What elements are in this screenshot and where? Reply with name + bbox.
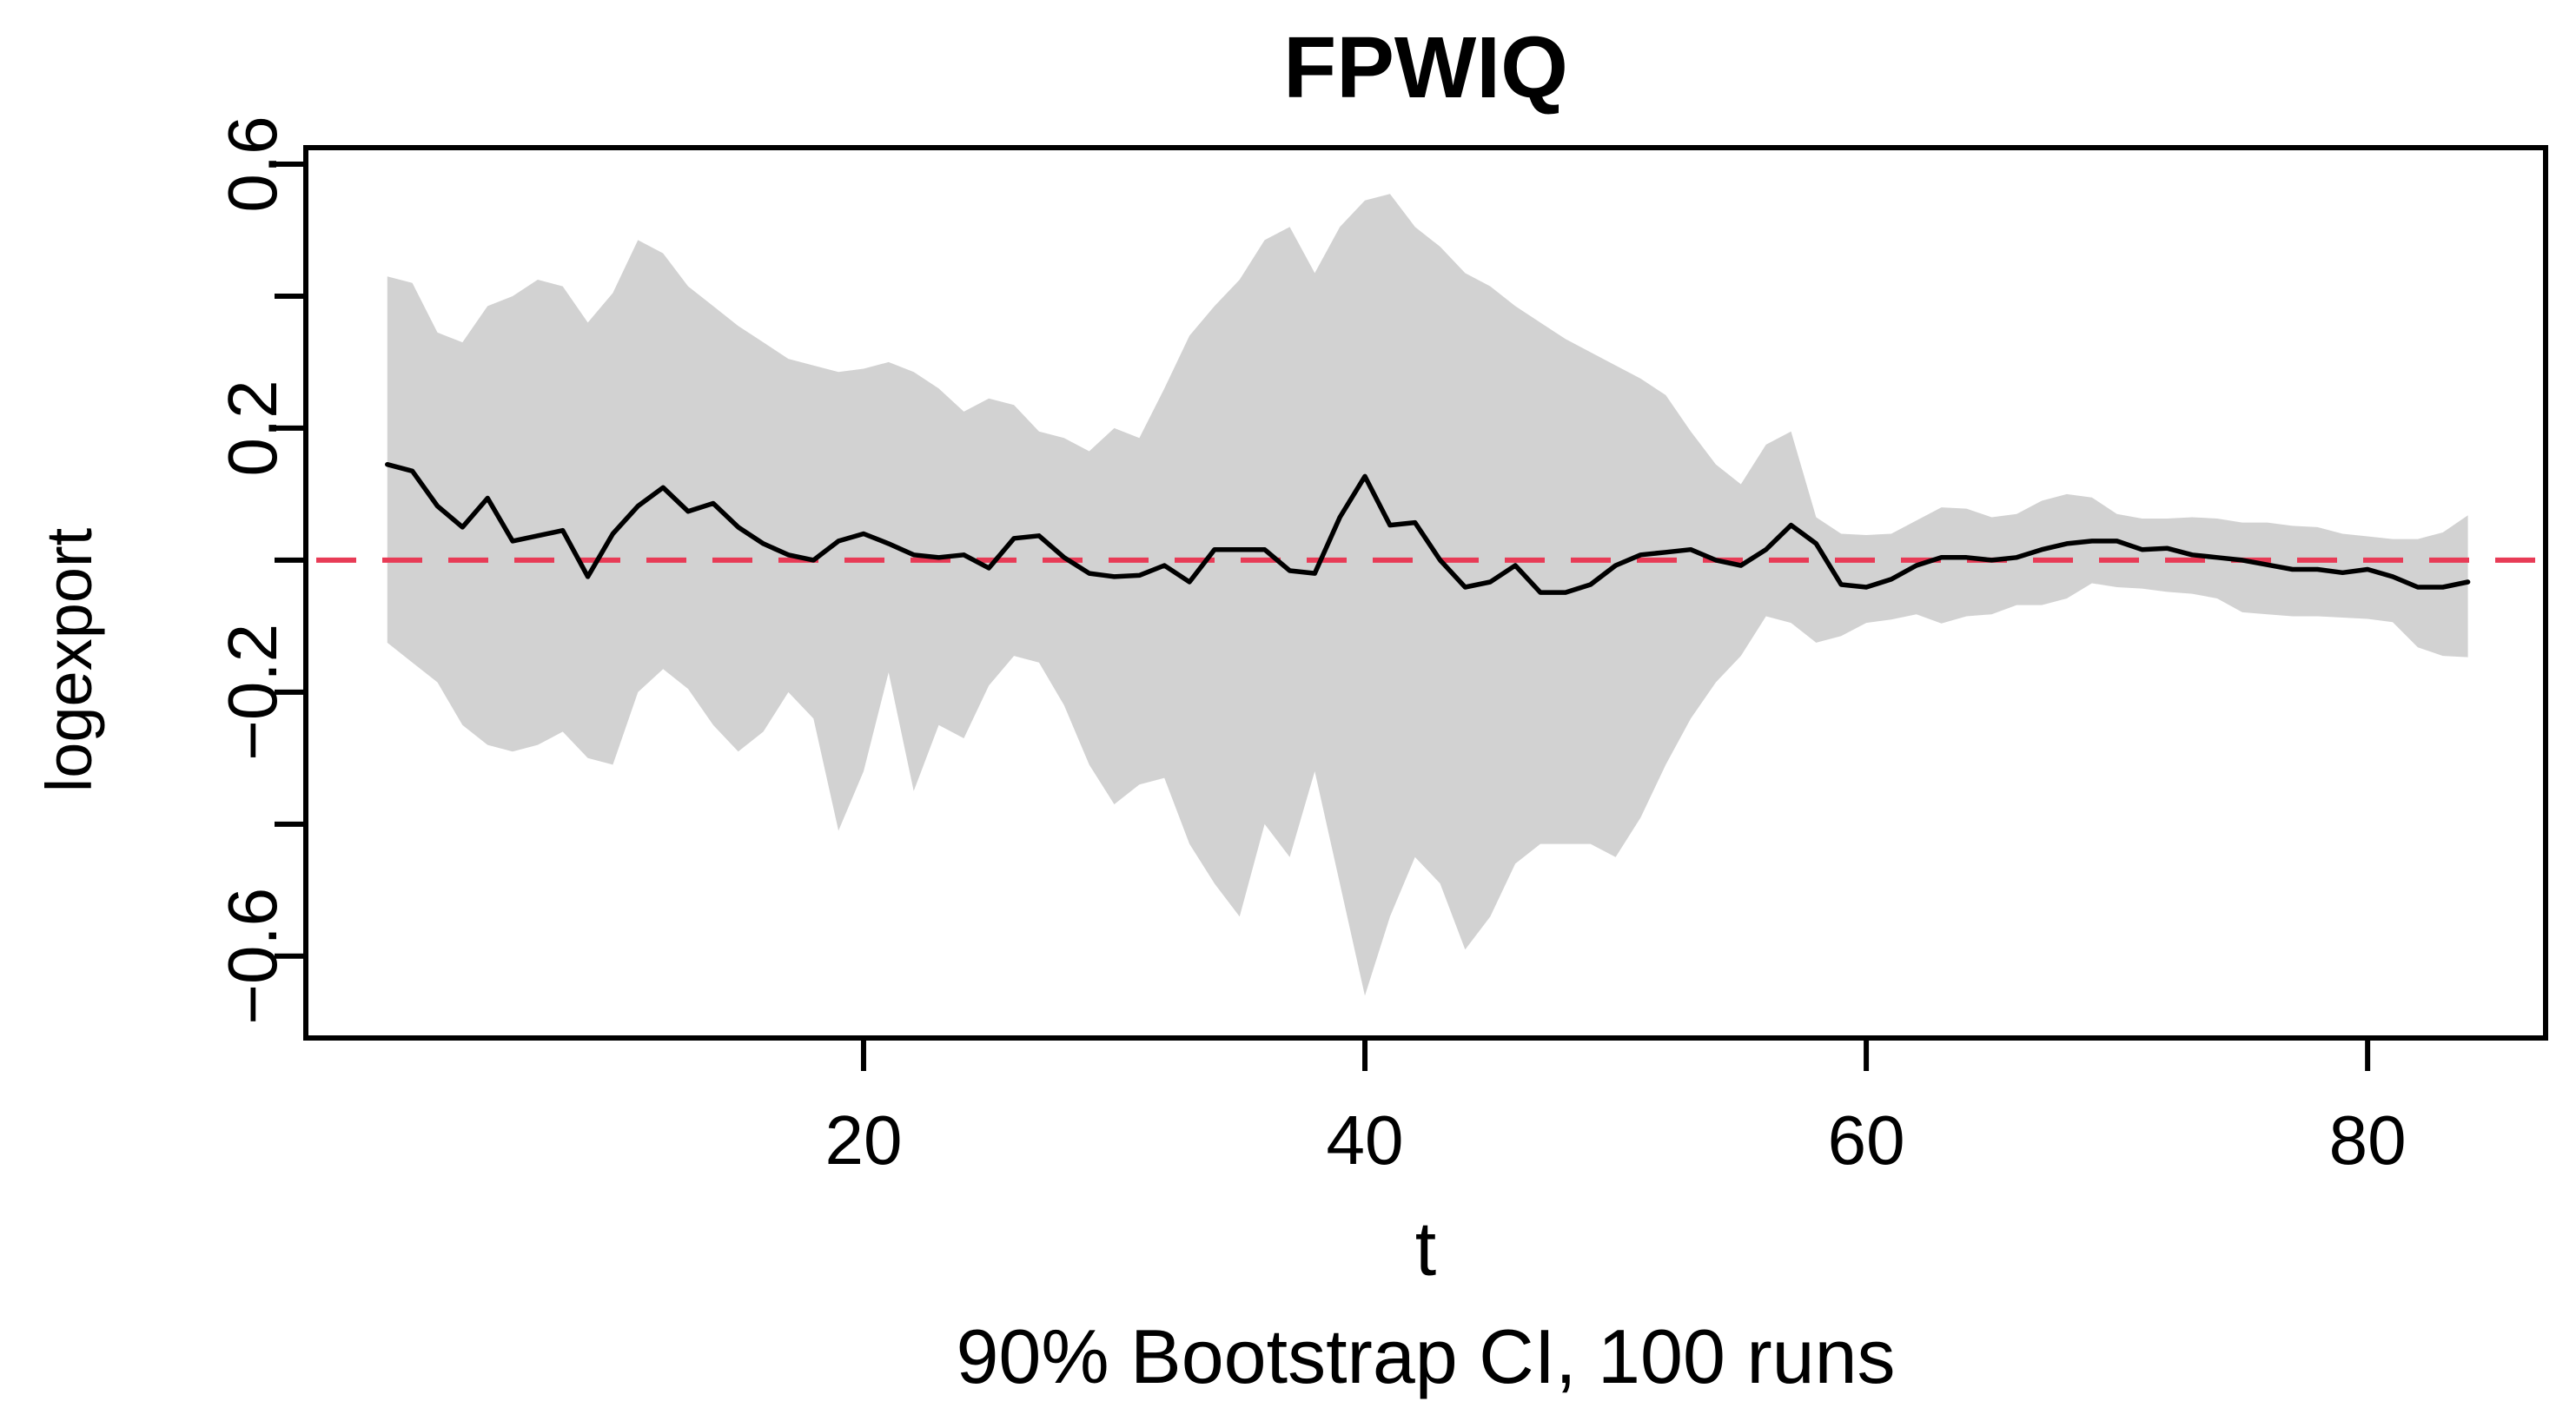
axis-ticks-layer: 0.6 0.2 −0.2 −0.6 20 40 60 80	[214, 116, 2407, 1179]
confidence-band	[387, 194, 2468, 996]
x-tick-label: 80	[2329, 1101, 2407, 1179]
y-tick-label: 0.6	[214, 116, 291, 212]
series-line	[385, 461, 2471, 595]
x-tick-label: 40	[1327, 1101, 1404, 1179]
x-axis-label: t	[1415, 1206, 1436, 1292]
chart-title: FPWIQ	[1283, 19, 1568, 116]
plot-border	[303, 145, 2548, 1041]
x-tick-label: 20	[824, 1101, 902, 1179]
confidence-band-layer	[387, 194, 2468, 996]
y-tick-label: −0.6	[214, 888, 291, 1025]
series-line-layer	[385, 461, 2471, 595]
chart-subtitle: 90% Bootstrap CI, 100 runs	[956, 1313, 1895, 1399]
x-tick-label: 60	[1828, 1101, 1905, 1179]
y-axis-label: logexport	[33, 527, 105, 792]
y-tick-label: 0.2	[214, 380, 291, 476]
y-tick-label: −0.2	[214, 624, 291, 761]
